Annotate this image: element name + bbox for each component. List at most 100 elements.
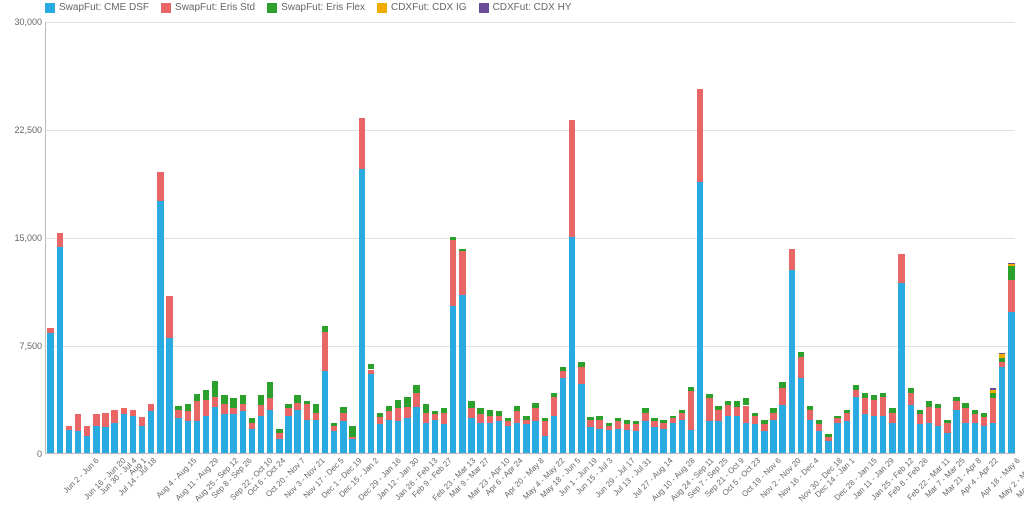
bar-segment-eris xyxy=(752,416,758,425)
bar-segment-eris xyxy=(697,89,703,183)
legend-swatch-hy xyxy=(479,3,489,13)
bar-segment-eris xyxy=(102,413,108,427)
bar-segment-dsf xyxy=(175,418,181,453)
bar-segment-flex xyxy=(587,417,593,420)
bar-segment-dsf xyxy=(331,431,337,453)
bar-segment-flex xyxy=(185,404,191,411)
bar-segment-flex xyxy=(551,393,557,397)
bar-segment-eris xyxy=(121,408,127,414)
bar-segment-dsf xyxy=(880,416,886,453)
legend-label: CDXFut: CDX IG xyxy=(391,2,467,13)
bar-segment-ig xyxy=(999,354,1005,358)
bar-segment-flex xyxy=(267,382,273,398)
bar-segment-dsf xyxy=(587,427,593,453)
bar-segment-flex xyxy=(606,423,612,426)
bar-segment-eris xyxy=(459,251,465,294)
bar-segment-eris xyxy=(240,404,246,411)
bar-segment-flex xyxy=(871,395,877,399)
bar-segment-eris xyxy=(706,398,712,421)
bar-segment-dsf xyxy=(926,423,932,453)
bar-segment-flex xyxy=(596,416,602,420)
bar-segment-eris xyxy=(606,426,612,430)
bar-segment-flex xyxy=(615,418,621,421)
bar-segment-eris xyxy=(395,408,401,421)
bar-segment-dsf xyxy=(953,410,959,453)
bar-segment-dsf xyxy=(615,429,621,453)
legend-swatch-ig xyxy=(377,3,387,13)
bar-segment-dsf xyxy=(642,421,648,453)
bar-segment-dsf xyxy=(368,374,374,453)
legend-swatch-flex xyxy=(267,3,277,13)
legend-label: SwapFut: Eris Std xyxy=(175,2,255,13)
bar-segment-flex xyxy=(972,410,978,414)
bar-segment-flex xyxy=(459,249,465,252)
bar-segment-dsf xyxy=(1008,312,1014,453)
bar-segment-dsf xyxy=(313,420,319,453)
bar-segment-dsf xyxy=(908,405,914,453)
bar-segment-flex xyxy=(423,404,429,413)
bar-segment-dsf xyxy=(111,423,117,453)
bar-segment-dsf xyxy=(66,430,72,453)
bar-segment-flex xyxy=(258,395,264,405)
bar-segment-eris xyxy=(551,397,557,416)
bar-segment-dsf xyxy=(889,423,895,453)
bar-segment-eris xyxy=(953,401,959,410)
bar-segment-eris xyxy=(441,413,447,425)
bar-segment-dsf xyxy=(670,423,676,453)
bar-segment-eris xyxy=(386,411,392,420)
bar-segment-dsf xyxy=(450,306,456,453)
bar-segment-ig xyxy=(990,390,996,393)
bar-segment-flex xyxy=(377,413,383,417)
bar-segment-flex xyxy=(807,406,813,410)
bar-segment-flex xyxy=(304,401,310,404)
bar-segment-eris xyxy=(633,424,639,431)
bar-segment-flex xyxy=(285,404,291,408)
bar-segment-dsf xyxy=(688,430,694,453)
bar-segment-flex xyxy=(779,382,785,388)
bar-segment-flex xyxy=(441,408,447,412)
bar-segment-flex xyxy=(532,403,538,409)
bar-segment-dsf xyxy=(651,427,657,453)
bar-segment-flex xyxy=(322,326,328,332)
bar-segment-eris xyxy=(349,437,355,438)
bar-segment-eris xyxy=(377,417,383,424)
bar-segment-eris xyxy=(487,416,493,423)
bar-segment-flex xyxy=(926,401,932,407)
bar-segment-eris xyxy=(715,410,721,422)
bar-segment-eris xyxy=(157,172,163,201)
bar-segment-dsf xyxy=(844,421,850,453)
bar-segment-eris xyxy=(276,433,282,439)
bar-segment-flex xyxy=(194,394,200,401)
bar-segment-flex xyxy=(413,385,419,392)
bar-segment-eris xyxy=(990,398,996,422)
bar-segment-dsf xyxy=(130,416,136,453)
bar-segment-flex xyxy=(935,404,941,408)
bar-segment-dsf xyxy=(377,424,383,453)
bar-segment-flex xyxy=(917,410,923,414)
bar-segment-eris xyxy=(304,404,310,420)
bar-segment-dsf xyxy=(139,426,145,453)
bar-segment-flex xyxy=(651,418,657,421)
bar-segment-eris xyxy=(404,407,410,419)
bar-segment-eris xyxy=(139,417,145,426)
bar-segment-dsf xyxy=(679,420,685,453)
bar-segment-eris xyxy=(221,404,227,414)
bar-segment-flex xyxy=(670,416,676,419)
bar-segment-dsf xyxy=(660,429,666,453)
bar-segment-dsf xyxy=(981,426,987,453)
bar-segment-dsf xyxy=(551,416,557,453)
bar-segment-flex xyxy=(249,418,255,422)
bar-segment-eris xyxy=(725,405,731,415)
bar-segment-eris xyxy=(743,406,749,423)
bar-segment-eris xyxy=(212,397,218,407)
bar-segment-dsf xyxy=(779,405,785,453)
bar-segment-dsf xyxy=(523,424,529,453)
bar-segment-eris xyxy=(130,410,136,416)
bar-segment-flex xyxy=(276,429,282,433)
bar-segment-eris xyxy=(651,421,657,427)
bar-segment-dsf xyxy=(853,397,859,453)
legend-label: CDXFut: CDX HY xyxy=(493,2,572,13)
bar-segment-eris xyxy=(825,437,831,441)
bar-segment-flex xyxy=(862,393,868,399)
bar-segment-dsf xyxy=(404,418,410,453)
